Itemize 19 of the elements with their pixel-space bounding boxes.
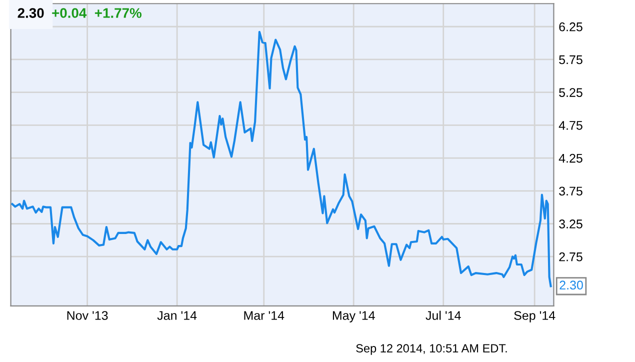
y-tick-label: 6.25 [559, 22, 582, 32]
y-tick-label: 4.25 [558, 154, 582, 163]
x-tick-label: Jul '14 [426, 310, 461, 320]
annotation: 2.30 [560, 280, 583, 290]
y-tick-label: 3.25 [559, 220, 582, 228]
text: Sep 12 2014, 10:51 AM EDT. [356, 344, 507, 355]
y-tick-label: 5.25 [559, 88, 582, 97]
y-tick-label: 4.75 [558, 121, 582, 130]
x-tick-label: May '14 [332, 311, 375, 322]
x-tick-label: Mar '14 [244, 311, 284, 320]
x-tick-label: Nov '13 [67, 311, 108, 320]
y-tick-label: 3.75 [559, 186, 582, 196]
y-tick-label: 5.75 [559, 55, 582, 64]
x-tick-label: Jan '14 [157, 311, 197, 320]
line-series [11, 30, 552, 288]
x-tick-label: Sep '14 [514, 311, 556, 322]
chart-title: 2.30 [18, 8, 44, 18]
chart-subtitle: +0.04 +1.77% [52, 8, 142, 18]
y-tick-label: 2.75 [559, 252, 582, 262]
